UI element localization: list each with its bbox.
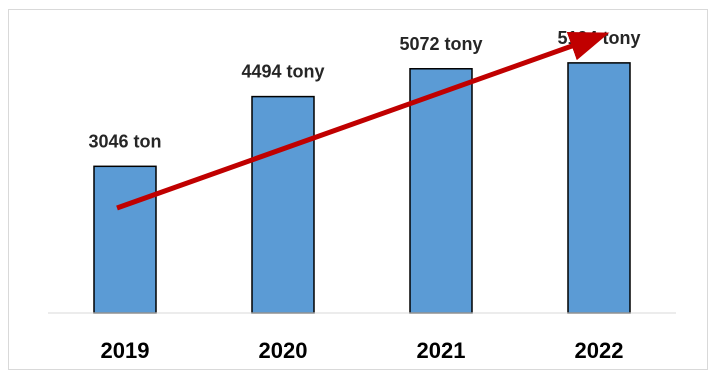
bars-group bbox=[93, 62, 631, 314]
bar-2021 bbox=[409, 68, 473, 314]
x-tick-label-2022: 2022 bbox=[575, 338, 624, 363]
x-tick-label-2019: 2019 bbox=[101, 338, 150, 363]
x-tick-label-2020: 2020 bbox=[259, 338, 308, 363]
x-tick-label-2021: 2021 bbox=[417, 338, 466, 363]
data-label-2020: 4494 tony bbox=[241, 62, 324, 82]
bar-2020 bbox=[251, 95, 315, 314]
x-tick-labels-group: 2019 2020 2021 2022 bbox=[101, 338, 624, 363]
bar-2022 bbox=[567, 62, 631, 314]
data-label-2019: 3046 ton bbox=[88, 131, 161, 151]
data-label-2021: 5072 tony bbox=[399, 34, 482, 54]
bar-2019 bbox=[93, 165, 157, 314]
trend-arrow bbox=[116, 31, 610, 211]
